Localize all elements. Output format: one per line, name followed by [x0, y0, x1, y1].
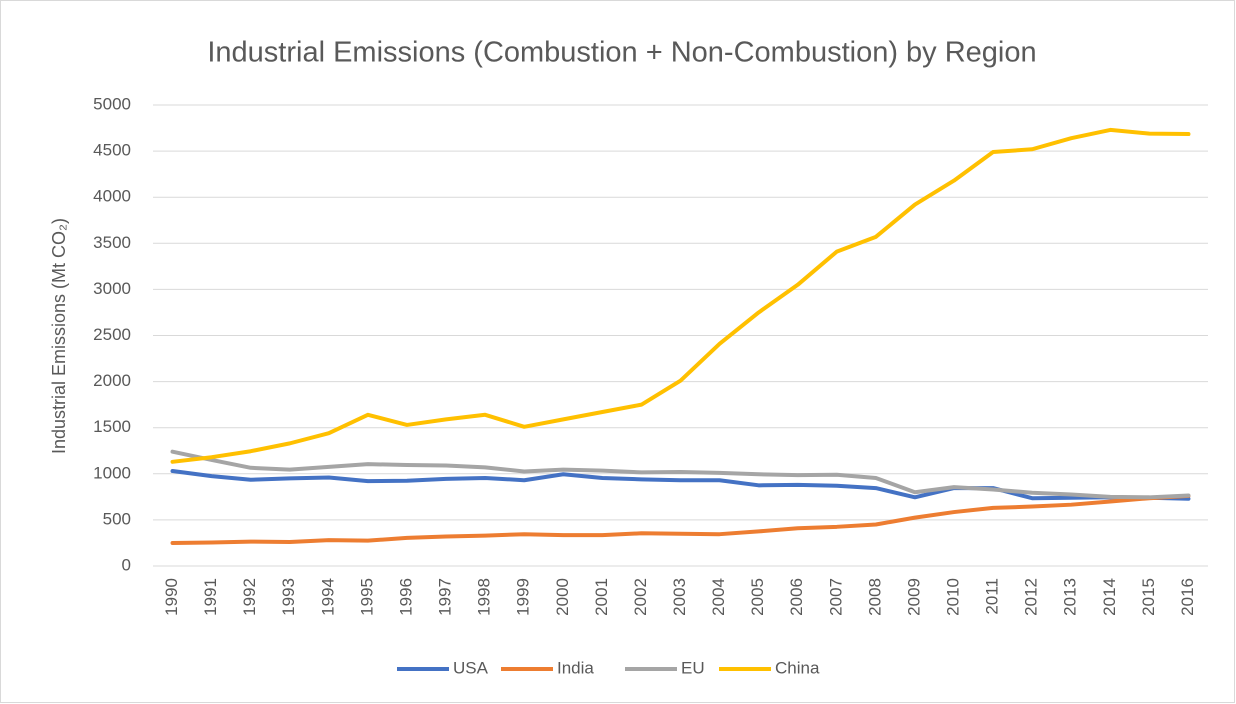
x-tick-label: 2012	[1022, 578, 1041, 616]
series-line	[170, 469, 1191, 501]
x-tick-label: 2003	[670, 578, 689, 616]
x-tick-label: 1995	[357, 578, 376, 616]
x-tick-label: 2006	[787, 578, 806, 616]
chart-title: Industrial Emissions (Combustion + Non-C…	[207, 37, 1036, 69]
series-line	[170, 127, 1191, 464]
y-tick-label: 1000	[93, 463, 131, 482]
legend-label: China	[775, 658, 820, 677]
legend-label: USA	[453, 658, 489, 677]
x-tick-label: 1996	[396, 578, 415, 616]
y-tick-label: 2500	[93, 325, 131, 344]
x-tick-label: 2015	[1139, 578, 1158, 616]
x-tick-label: 2002	[631, 578, 650, 616]
x-tick-label: 2000	[553, 578, 572, 616]
y-tick-label: 4500	[93, 141, 131, 160]
x-tick-label: 2014	[1100, 578, 1119, 616]
x-tick-label: 2004	[709, 578, 728, 616]
series-line	[170, 449, 1191, 500]
x-tick-label: 1991	[201, 578, 220, 616]
legend-label: India	[557, 658, 594, 677]
y-axis-label: Industrial Emissions (Mt CO₂)	[49, 218, 69, 454]
series-line	[170, 493, 1191, 545]
y-tick-label: 3500	[93, 233, 131, 252]
x-tick-label: 2013	[1061, 578, 1080, 616]
x-tick-label: 2008	[865, 578, 884, 616]
x-tick-label: 1993	[279, 578, 298, 616]
x-tick-label: 2016	[1178, 578, 1197, 616]
y-tick-label: 500	[103, 509, 131, 528]
x-tick-label: 2010	[944, 578, 963, 616]
x-tick-label: 1994	[318, 578, 337, 616]
legend-label: EU	[681, 658, 705, 677]
y-tick-label: 2000	[93, 371, 131, 390]
x-tick-label: 1997	[436, 578, 455, 616]
y-tick-label: 4000	[93, 187, 131, 206]
y-tick-label: 1500	[93, 417, 131, 436]
x-tick-label: 2001	[592, 578, 611, 616]
x-tick-label: 1992	[240, 578, 259, 616]
x-tick-label: 1998	[475, 578, 494, 616]
x-tick-label: 2007	[826, 578, 845, 616]
x-tick-label: 1990	[162, 578, 181, 616]
x-tick-label: 2011	[983, 578, 1002, 615]
x-tick-label: 2005	[748, 578, 767, 616]
y-tick-label: 5000	[93, 94, 131, 113]
y-tick-label: 3000	[93, 279, 131, 298]
x-tick-label: 2009	[904, 578, 923, 616]
y-tick-label: 0	[122, 555, 131, 574]
x-tick-label: 1999	[514, 578, 533, 616]
